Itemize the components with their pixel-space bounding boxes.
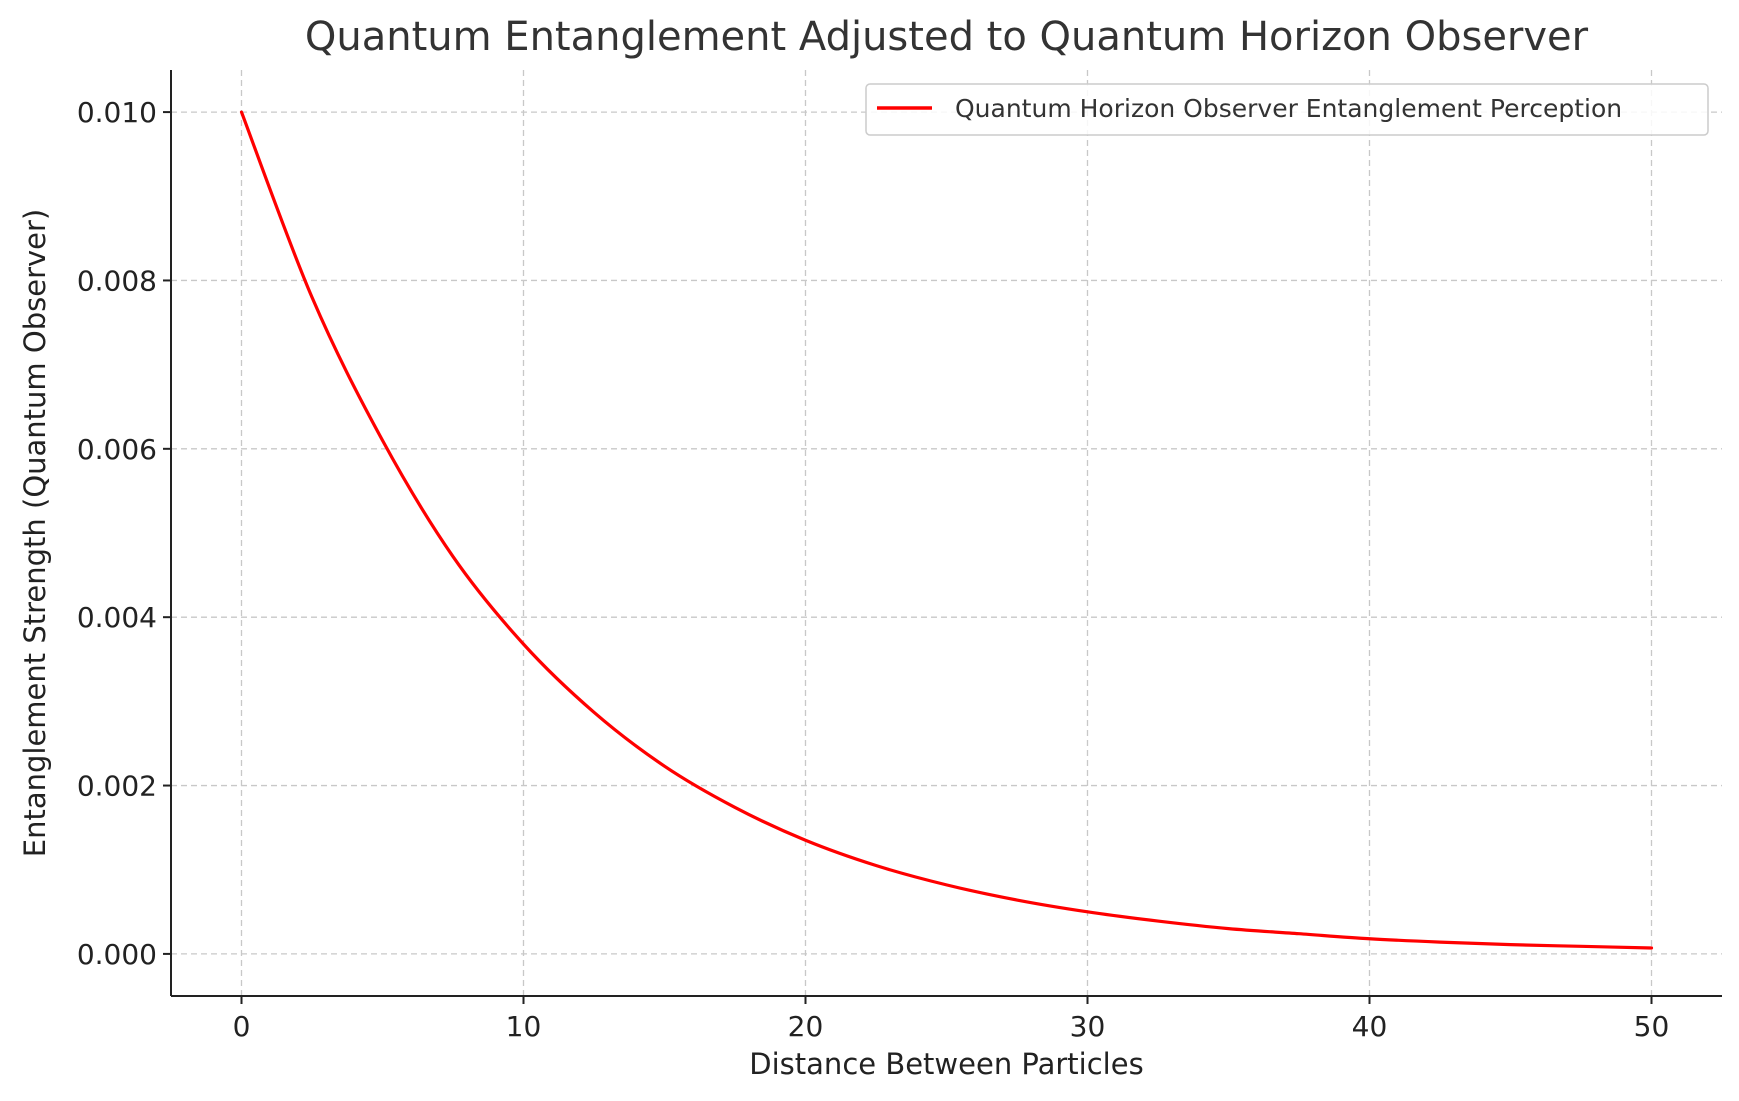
legend-box [865,83,1709,136]
y-axis-label: Entanglement Strength (Quantum Observer) [18,209,52,858]
ticks: 0 10 20 30 40 50 0.000 0.002 0.004 0.006 0.008 0.01… [77,96,1669,1043]
series-layer [239,110,1654,950]
legend-label: Quantum Horizon Observer Entanglement Pe… [955,94,1622,123]
y-tick-label: 0.004 [77,601,157,634]
grid [171,70,1722,996]
x-axis-label: Distance Between Particles [749,1047,1143,1081]
chart-title: Quantum Entanglement Adjusted to Quantum… [305,14,1589,60]
x-tick-label: 50 [1634,1010,1670,1043]
x-tick-label: 0 [233,1010,251,1043]
axes [170,70,1722,997]
y-tick-label: 0.006 [77,433,157,466]
x-tick-label: 30 [1070,1010,1106,1043]
y-tick-label: 0.010 [77,96,157,129]
series-line [239,110,1654,950]
y-tick-label: 0.002 [77,770,157,803]
y-tick-label: 0.008 [77,264,157,297]
legend: Quantum Horizon Observer Entanglement Pe… [865,83,1709,136]
x-tick-label: 10 [506,1010,542,1043]
x-tick-label: 40 [1352,1010,1388,1043]
x-tick-label: 20 [788,1010,824,1043]
y-tick-label: 0.000 [77,938,157,971]
